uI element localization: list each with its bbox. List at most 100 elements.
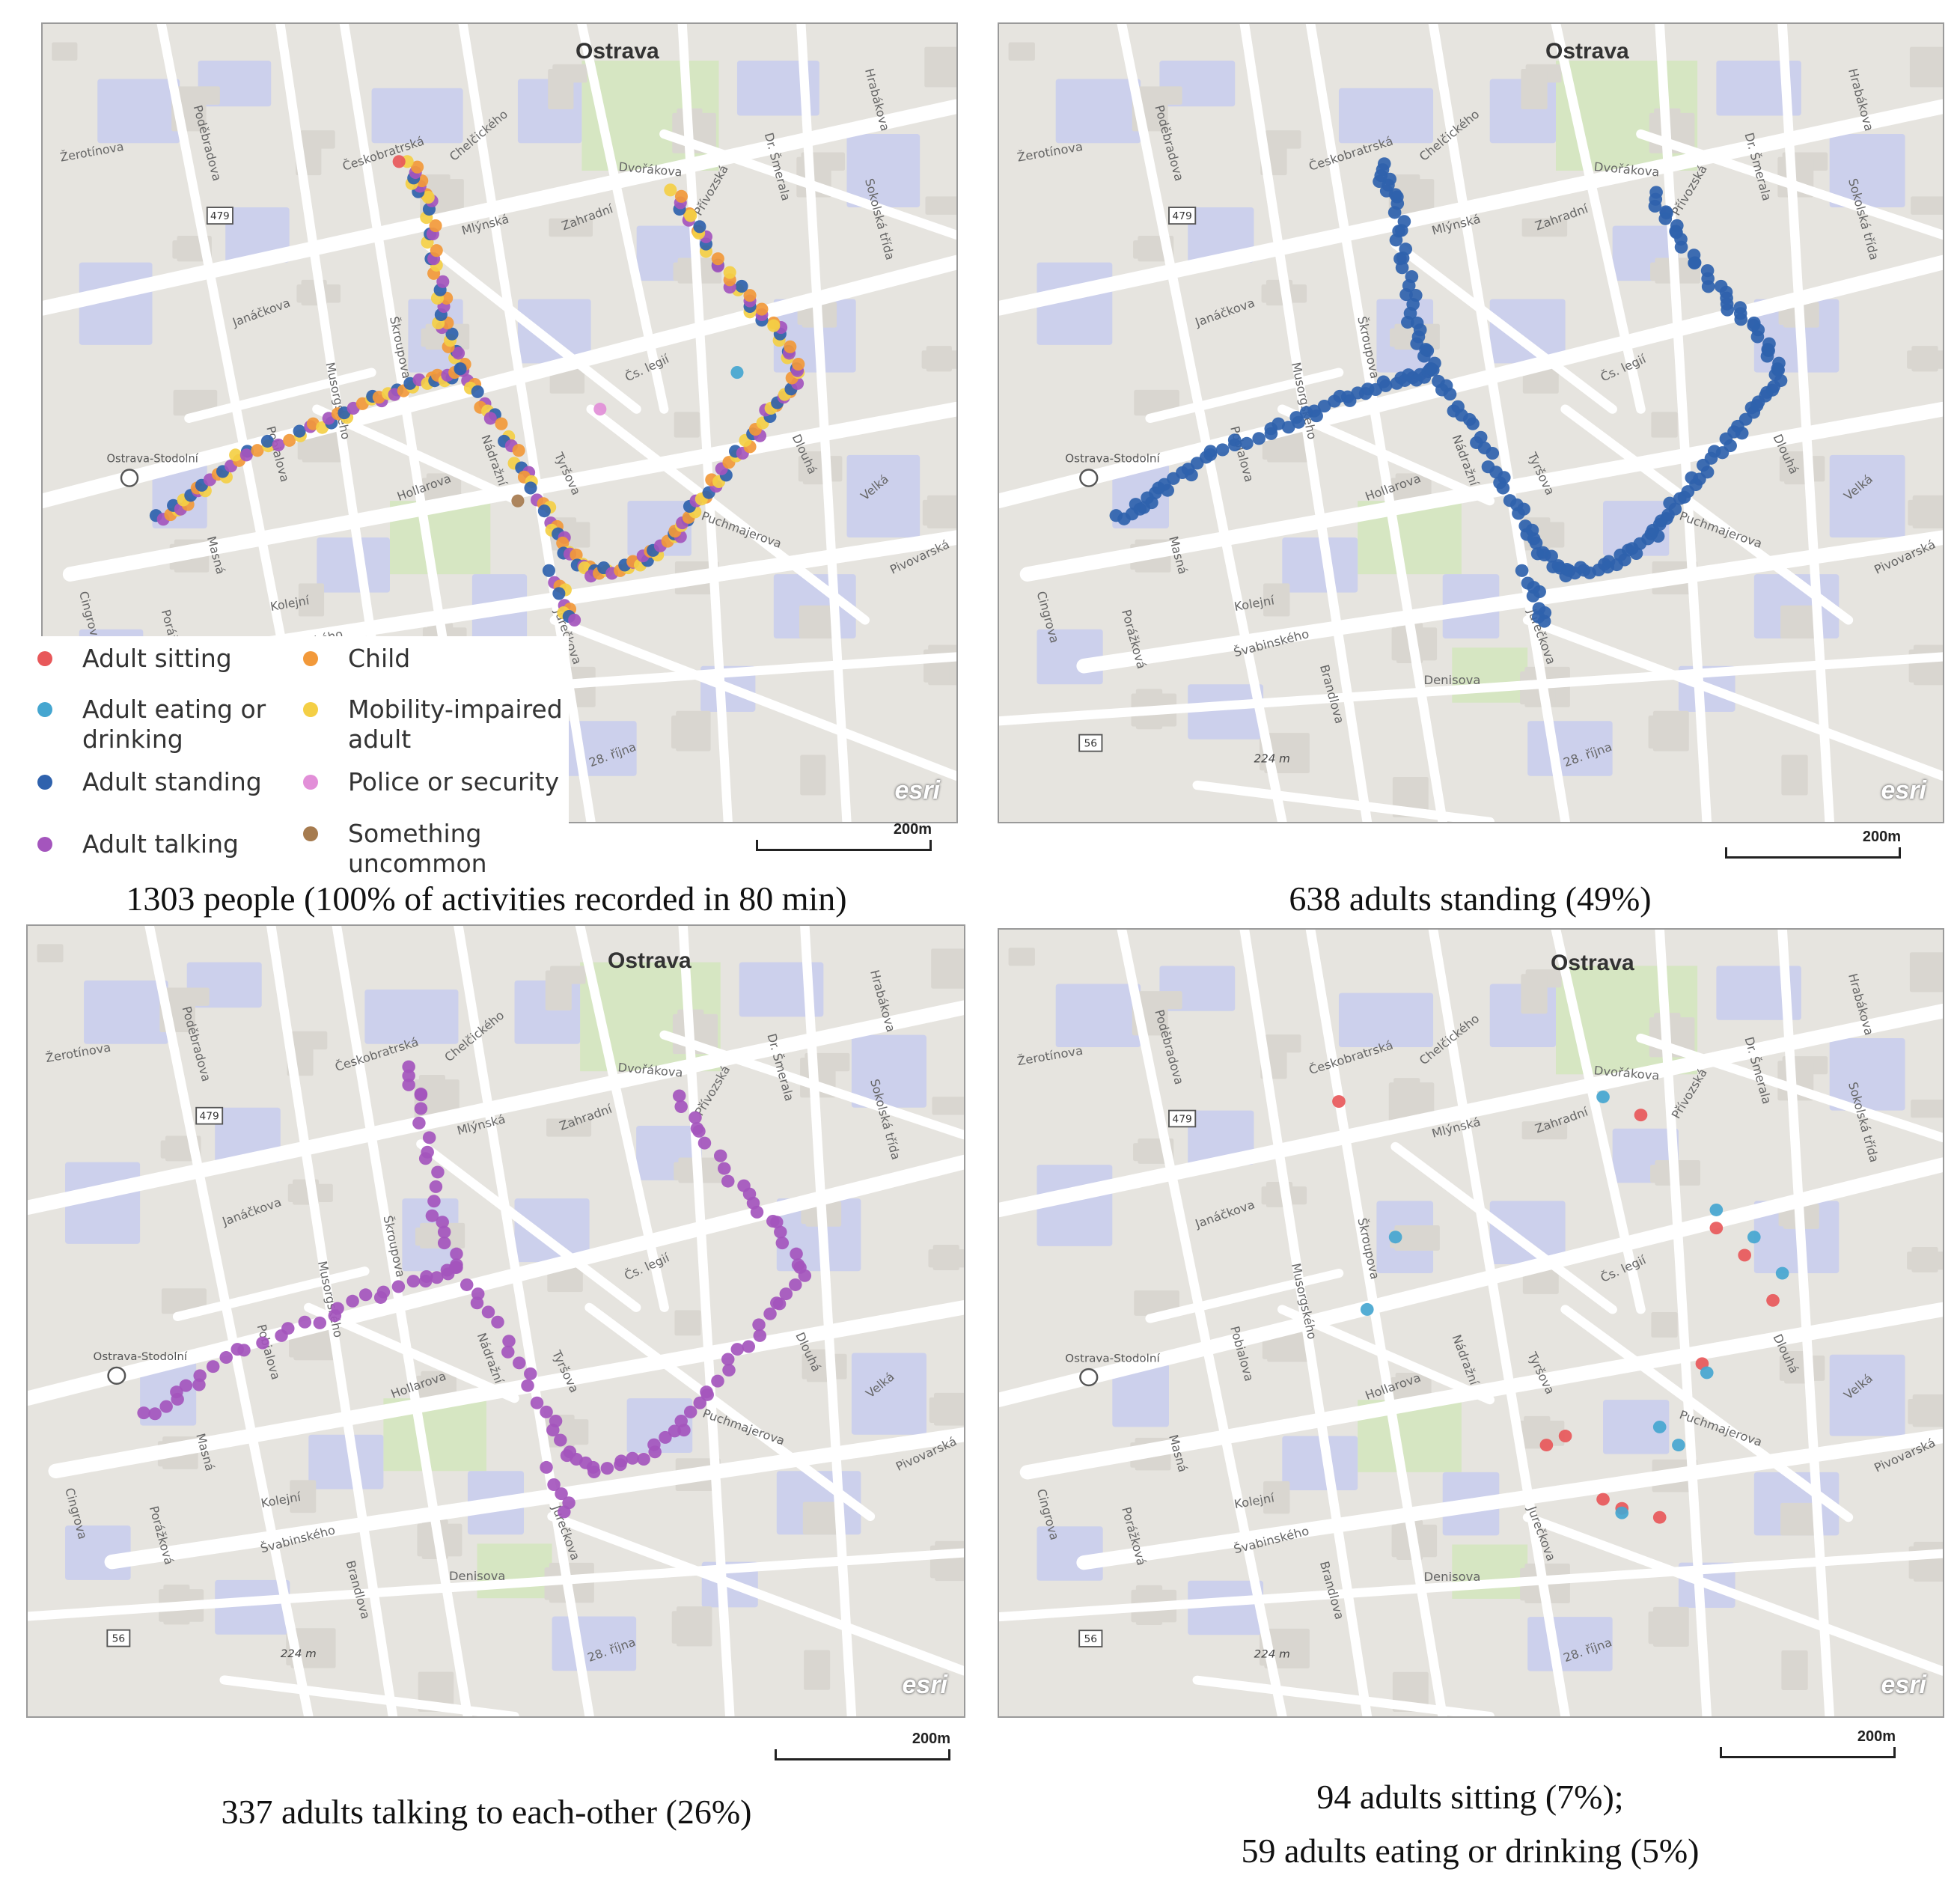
legend-label: Adult standing	[82, 767, 262, 796]
point-adult-eating-or-drinking	[1388, 1231, 1402, 1244]
svg-text:479: 479	[200, 1111, 219, 1123]
point-adult-talking	[689, 1111, 702, 1124]
point-mobility-impaired-adult	[684, 209, 697, 222]
point-adult-talking	[791, 1258, 805, 1272]
point-adult-talking	[752, 1318, 766, 1332]
point-adult-standing	[471, 385, 484, 398]
point-adult-sitting	[1652, 1510, 1667, 1524]
point-adult-talking	[427, 1195, 441, 1208]
legend-label: Police or security	[348, 767, 560, 796]
point-adult-talking	[530, 1396, 544, 1409]
svg-text:479: 479	[210, 211, 230, 222]
point-adult-talking	[546, 1424, 560, 1437]
point-adult-sitting	[1558, 1430, 1572, 1442]
point-adult-talking	[402, 1078, 415, 1091]
point-other	[593, 403, 607, 416]
point-adult-standing	[1515, 564, 1529, 577]
point-adult-talking	[683, 1405, 697, 1418]
svg-text:56: 56	[112, 1633, 126, 1645]
point-adult-talking	[521, 1379, 534, 1392]
point-adult-eating-or-drinking	[1596, 1091, 1610, 1103]
point-adult-talking	[412, 1116, 426, 1129]
point-adult-standing	[537, 504, 551, 518]
point-adult-standing	[1281, 421, 1295, 434]
map-adults-talking[interactable]: Českobratrská Chelčického Mlýnská Zahradní P…	[26, 924, 965, 1718]
scale-bar: 200m	[1720, 1728, 1896, 1758]
activity-points	[137, 1060, 812, 1519]
map-legend: Adult sitting Adult eating or drinking Adu…	[30, 636, 569, 879]
point-adult-talking	[674, 1415, 688, 1428]
legend-dot-icon	[303, 651, 318, 666]
panel-adults-standing: Českobratrská Chelčického Mlýnská Zahradní P…	[980, 0, 1960, 921]
point-mobility-impaired-adult	[723, 266, 736, 279]
legend-item-something-uncommon: Something uncommon	[303, 819, 565, 879]
point-adult-talking	[421, 1145, 434, 1159]
point-adult-talking	[436, 275, 450, 288]
point-adult-standing	[1545, 549, 1558, 563]
point-adult-standing	[1252, 432, 1266, 445]
point-adult-talking	[614, 1454, 628, 1468]
svg-text:479: 479	[1172, 210, 1191, 222]
point-adult-talking	[313, 1316, 327, 1329]
scale-bar: 200m	[756, 821, 932, 851]
legend-item-police-or-security: Police or security	[303, 767, 565, 797]
point-adult-talking	[690, 1122, 704, 1135]
point-adult-standing	[1271, 417, 1286, 430]
point-child	[556, 536, 570, 550]
legend-item-adult-eating-or-drinking: Adult eating or drinking	[37, 695, 292, 754]
panel-all-activities: Českobratrská Chelčického Mlýnská Zahradní P…	[0, 0, 973, 921]
point-adult-talking	[554, 1433, 567, 1447]
point-adult-standing	[1408, 288, 1423, 302]
point-adult-standing	[1772, 356, 1786, 370]
point-adult-standing	[1240, 436, 1254, 450]
point-adult-eating-or-drinking	[1360, 1302, 1374, 1316]
point-adult-standing	[1466, 417, 1480, 430]
point-adult-standing	[1399, 243, 1413, 256]
map-adults-sitting-eating[interactable]: Českobratrská Chelčického Mlýnská Zahradní P…	[998, 928, 1944, 1718]
point-adult-talking	[711, 1374, 724, 1388]
point-adult-talking	[148, 1407, 162, 1421]
legend-label: Adult sitting	[82, 644, 232, 673]
point-child	[792, 358, 805, 371]
caption-sitting-line1: 94 adults sitting (7%);	[1316, 1778, 1624, 1816]
point-adult-talking	[159, 1400, 173, 1413]
point-adult-talking	[721, 1174, 735, 1188]
point-adult-standing	[1512, 507, 1525, 520]
point-adult-talking	[429, 1180, 443, 1193]
legend-item-adult-talking: Adult talking	[37, 829, 292, 859]
point-adult-talking	[481, 1305, 495, 1319]
point-adult-eating-or-drinking	[1672, 1439, 1685, 1452]
point-adult-talking	[774, 1225, 787, 1239]
svg-text:Ostrava-Stodolní: Ostrava-Stodolní	[106, 453, 198, 466]
point-child	[512, 444, 525, 457]
point-adult-talking	[779, 1287, 793, 1301]
point-adult-talking	[483, 412, 497, 425]
point-adult-standing	[445, 327, 459, 341]
point-adult-talking	[742, 1340, 756, 1353]
point-adult-talking	[437, 1237, 451, 1250]
legend-dot-icon	[303, 702, 318, 717]
svg-text:Ostrava-Stodolní: Ostrava-Stodolní	[1065, 1353, 1160, 1365]
point-adult-talking	[406, 1275, 421, 1288]
legend-dot-icon	[303, 775, 318, 790]
legend-item-adult-standing: Adult standing	[37, 767, 292, 797]
point-adult-talking	[376, 1285, 391, 1299]
map-adults-standing[interactable]: Českobratrská Chelčického Mlýnská Zahradní P…	[998, 22, 1944, 823]
legend-label: Adult talking	[82, 829, 239, 859]
point-adult-standing	[1358, 387, 1373, 400]
point-adult-talking	[540, 1405, 553, 1418]
point-adult-sitting	[1634, 1109, 1648, 1122]
point-adult-talking	[298, 1315, 312, 1329]
point-adult-talking	[637, 1453, 650, 1466]
point-adult-standing	[1307, 404, 1322, 418]
point-adult-talking	[713, 1149, 727, 1162]
point-adult-talking	[568, 613, 581, 627]
point-child	[283, 433, 296, 447]
point-adult-talking	[790, 1247, 803, 1260]
point-adult-standing	[552, 587, 566, 600]
point-child	[411, 160, 424, 174]
point-adult-talking	[414, 1102, 428, 1115]
scale-bar: 200m	[1725, 829, 1901, 859]
point-adult-talking	[331, 1302, 344, 1315]
point-adult-talking	[558, 1505, 571, 1519]
